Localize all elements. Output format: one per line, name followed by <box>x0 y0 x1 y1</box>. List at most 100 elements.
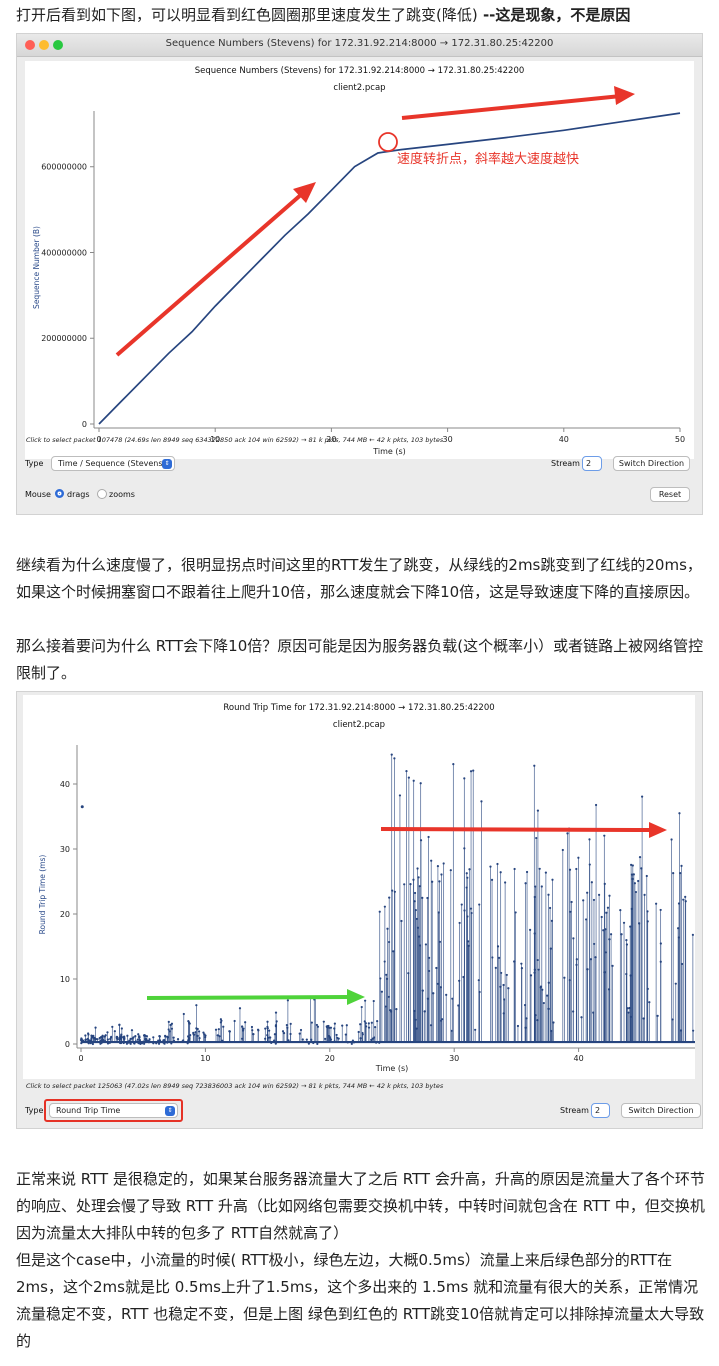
rtt-point <box>416 867 419 870</box>
stream-spinbox[interactable]: 2 <box>582 456 602 471</box>
rtt-point <box>546 994 549 997</box>
rtt-point <box>374 1026 377 1029</box>
rtt-point <box>478 990 481 994</box>
plot-title: Sequence Numbers (Stevens) for 172.31.92… <box>194 66 525 76</box>
type-label: Type <box>25 1106 44 1115</box>
rtt-point <box>588 838 591 841</box>
rtt-point <box>533 764 536 767</box>
type-select-value: Round Trip Time <box>56 1106 121 1115</box>
zooms-radio[interactable] <box>97 489 107 499</box>
rtt-point <box>678 812 681 815</box>
rtt-point <box>430 859 433 862</box>
plot-title: Round Trip Time for 172.31.92.214:8000 →… <box>223 703 495 713</box>
rtt-point <box>631 877 634 881</box>
x-tick-label: 10 <box>200 1054 210 1063</box>
rtt-point <box>118 1023 121 1027</box>
rtt-point <box>333 1027 336 1030</box>
rtt-point <box>391 889 394 892</box>
switch-direction-button[interactable]: Switch Direction <box>621 1103 701 1118</box>
rtt-point <box>496 862 499 866</box>
rtt-point <box>682 898 685 901</box>
rtt-point <box>257 1029 260 1032</box>
rtt-point <box>372 999 375 1003</box>
rtt-point <box>322 1020 325 1023</box>
rtt-point <box>625 938 628 942</box>
zoom-window-button[interactable] <box>53 40 63 50</box>
switch-direction-button[interactable]: Switch Direction <box>613 456 690 471</box>
rtt-chart: 01020304050010203040Time (s)Round Trip T… <box>38 745 695 1073</box>
reset-button[interactable]: Reset <box>650 487 690 502</box>
rtt-point <box>80 1037 83 1040</box>
rtt-point <box>198 1030 201 1033</box>
rtt-point <box>632 873 635 876</box>
rtt-point <box>586 891 589 894</box>
rtt-point <box>125 1042 129 1045</box>
type-select[interactable]: Time / Sequence (Stevens) ⇕ <box>51 456 175 471</box>
rtt-point <box>463 847 466 850</box>
type-select[interactable]: Round Trip Time ⇕ <box>49 1103 178 1118</box>
stream-spinbox[interactable]: 2 <box>591 1103 610 1118</box>
rtt-point <box>452 762 455 766</box>
rtt-point <box>619 909 622 912</box>
drags-radio[interactable] <box>55 489 64 498</box>
rtt-point <box>534 1014 537 1017</box>
rtt-point <box>605 911 608 914</box>
rtt-point <box>465 886 468 889</box>
rtt-point <box>572 937 575 940</box>
rtt-point <box>412 779 415 782</box>
rtt-point <box>469 907 473 910</box>
rtt-point <box>251 1029 254 1032</box>
rtt-point <box>589 958 592 961</box>
rtt-point <box>152 1036 155 1039</box>
rtt-point <box>242 1027 245 1030</box>
rtt-point <box>585 918 588 921</box>
green-arrow <box>146 989 365 1005</box>
rtt-point <box>373 1036 376 1039</box>
rtt-point <box>80 1042 83 1045</box>
y-tick-label: 30 <box>60 845 70 854</box>
rtt-point <box>542 1001 545 1005</box>
rtt-point <box>84 1038 88 1041</box>
rtt-point <box>684 900 687 903</box>
rtt-point <box>129 1037 132 1040</box>
rtt-point <box>458 921 461 925</box>
rtt-point <box>244 1021 247 1024</box>
rtt-point <box>608 894 611 897</box>
rtt-point <box>529 974 533 977</box>
rtt-point <box>674 982 677 985</box>
rtt-point <box>115 1035 119 1039</box>
rtt-point <box>316 1025 320 1028</box>
rtt-point <box>281 1030 285 1033</box>
rtt-point <box>470 911 473 915</box>
x-tick-label: 20 <box>325 1054 335 1063</box>
rtt-point <box>375 1041 378 1044</box>
rtt-point <box>606 906 610 909</box>
rtt-point <box>570 900 573 904</box>
rtt-point <box>592 898 596 902</box>
rtt-point <box>395 1008 398 1011</box>
x-tick-label: 10 <box>210 435 220 444</box>
rtt-point <box>166 1041 169 1044</box>
rtt-point <box>405 769 408 773</box>
rtt-point <box>684 895 687 898</box>
rtt-point <box>520 966 524 970</box>
rtt-point <box>217 1028 220 1031</box>
sequence-plot-area[interactable]: Sequence Numbers (Stevens) for 172.31.92… <box>25 61 694 459</box>
rtt-point <box>435 966 438 970</box>
rtt-point <box>603 834 606 837</box>
close-window-button[interactable] <box>25 40 35 50</box>
rtt-point <box>575 963 578 966</box>
rtt-point <box>352 1041 356 1044</box>
rtt-point <box>172 1036 175 1039</box>
minimize-window-button[interactable] <box>39 40 49 50</box>
rtt-series-points <box>79 753 695 1046</box>
window-titlebar: Sequence Numbers (Stevens) for 172.31.92… <box>17 34 702 57</box>
x-tick-label: 20 <box>326 435 336 444</box>
middle-paragraph-2: 那么接着要问为什么 RTT会下降10倍？原因可能是因为服务器负载(这个概率小）或… <box>16 637 704 682</box>
rtt-plot-area[interactable]: Round Trip Time for 172.31.92.214:8000 →… <box>23 695 695 1079</box>
rtt-point <box>536 809 540 812</box>
rtt-point <box>176 1038 180 1041</box>
rtt-point <box>130 1029 134 1032</box>
rtt-point <box>274 1042 277 1045</box>
rtt-point <box>445 993 448 996</box>
